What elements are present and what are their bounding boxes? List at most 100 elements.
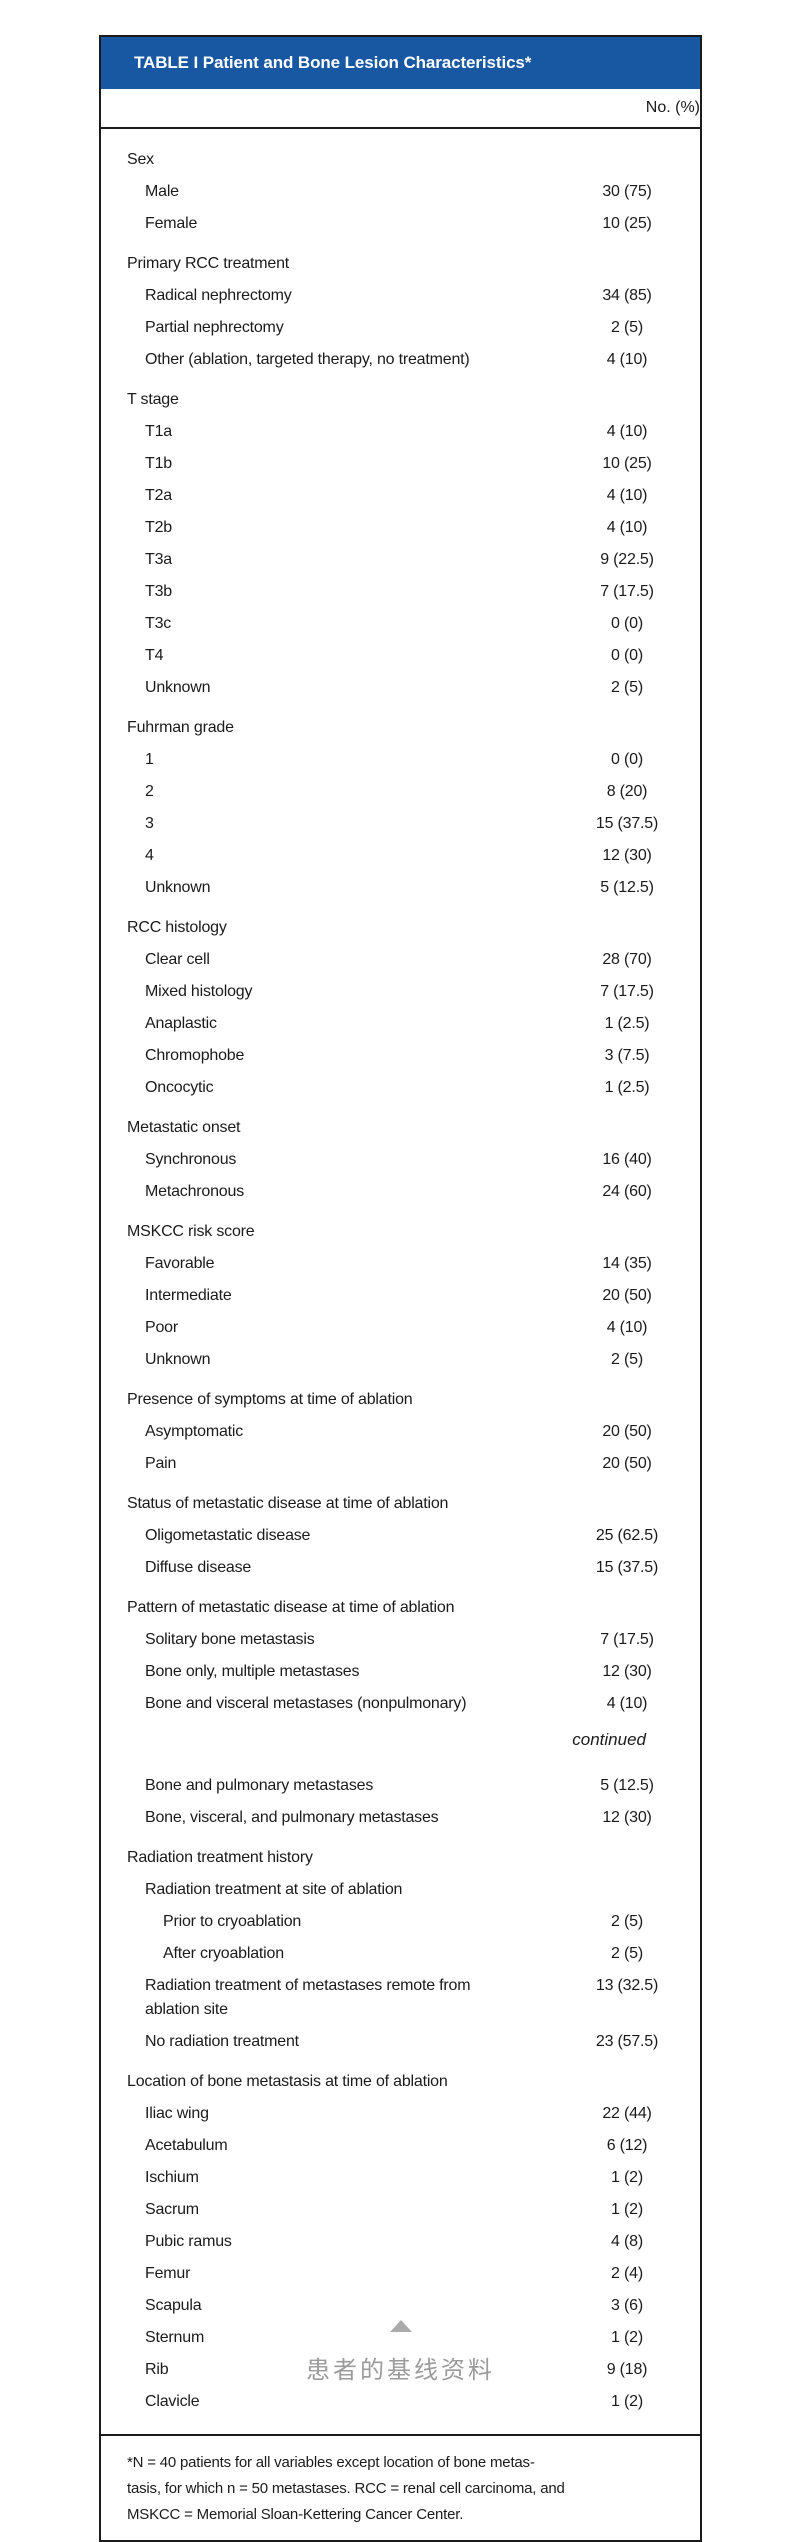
table-row: Anaplastic 1 (2.5) [101,1008,700,1040]
table-row: T3a 9 (22.5) [101,544,700,576]
row-label: Favorable [145,1255,215,1272]
table-row: T1a 4 (10) [101,416,700,448]
row-value: 25 (62.5) [595,1527,659,1544]
row-value: 4 (8) [611,2233,643,2250]
table-row: T2a 4 (10) [101,480,700,512]
row-label: Unknown [145,679,211,696]
row-value: 1 (2.5) [604,1015,650,1032]
row-value [554,384,700,392]
table-row: After cryoablation 2 (5) [101,1938,700,1970]
table-row: Intermediate 20 (50) [101,1280,700,1312]
table-row: Location of bone metastasis at time of a… [101,2066,700,2098]
continued-label: continued [572,1730,646,1749]
row-value: 2 (5) [611,1351,643,1368]
row-label: Mixed histology [145,983,253,1000]
row-value: 15 (37.5) [595,815,659,832]
row-label: Other (ablation, targeted therapy, no tr… [145,351,470,368]
row-label: Status of metastatic disease at time of … [127,1495,449,1512]
caption-block: 患者的基线资料 [99,2320,702,2385]
row-value: 3 (7.5) [604,1047,650,1064]
column-header-row: No. (%) [101,89,700,129]
row-label: Sternum [145,2329,205,2346]
row-value: 4 (10) [606,351,648,368]
row-label: Asymptomatic [145,1423,244,1440]
table-row: Fuhrman grade [101,712,700,744]
row-value: 4 (10) [606,423,648,440]
row-label: Iliac wing [145,2105,209,2122]
row-value: 1 (2) [611,2201,643,2218]
row-label: After cryoablation [163,1945,284,1962]
row-label: Bone, visceral, and pulmonary metastases [145,1809,439,1826]
row-value: 5 (12.5) [600,879,654,896]
row-label: Radiation treatment history [127,1849,313,1866]
row-label: Scapula [145,2297,202,2314]
row-value: 20 (50) [602,1287,652,1304]
row-value: 7 (17.5) [600,1631,654,1648]
row-value: 5 (12.5) [600,1777,654,1794]
row-value: 14 (35) [602,1255,652,1272]
table-row: Metachronous 24 (60) [101,1176,700,1208]
table-row: Unknown 5 (12.5) [101,872,700,904]
table-row: Bone and visceral metastases (nonpulmona… [101,1688,700,1720]
table-row: Clavicle 1 (2) [101,2386,700,2418]
row-label: Intermediate [145,1287,232,1304]
row-value: 0 (0) [611,751,643,768]
row-value: 1 (2) [611,2169,643,2186]
table-row: Diffuse disease 15 (37.5) [101,1552,700,1584]
row-value: 28 (70) [602,951,652,968]
row-value: 9 (18) [606,2361,648,2378]
row-value: 23 (57.5) [595,2033,659,2050]
row-label: Partial nephrectomy [145,319,284,336]
row-label: T2b [145,519,172,536]
row-label: Primary RCC treatment [127,255,290,272]
row-label: T1b [145,455,172,472]
row-label: Ischium [145,2169,199,2186]
row-value: 0 (0) [611,615,643,632]
row-label: Chromophobe [145,1047,245,1064]
row-value: 4 (10) [606,1695,648,1712]
row-value: 30 (75) [602,183,652,200]
row-label: Fuhrman grade [127,719,234,736]
row-value: 24 (60) [602,1183,652,1200]
row-label: Radiation treatment at site of ablation [145,1881,403,1898]
row-label: Acetabulum [145,2137,228,2154]
row-value: 0 (0) [611,647,643,664]
table-row: Mixed histology 7 (17.5) [101,976,700,1008]
row-label: Sacrum [145,2201,199,2218]
table-row: Bone and pulmonary metastases 5 (12.5) [101,1770,700,1802]
table-footnote: *N = 40 patients for all variables excep… [101,2434,700,2540]
row-value: 13 (32.5) [595,1977,659,1994]
row-label: Radiation treatment of metastases remote… [145,1977,471,2018]
table-row: Primary RCC treatment [101,248,700,280]
row-label: 2 [145,783,154,800]
row-label: Prior to cryoablation [163,1913,302,1930]
table-row: Prior to cryoablation 2 (5) [101,1906,700,1938]
row-label: Pain [145,1455,177,1472]
row-value: 9 (22.5) [600,551,654,568]
row-label: Femur [145,2265,191,2282]
row-value: 4 (10) [606,487,648,504]
figure-caption: 患者的基线资料 [306,2357,495,2384]
row-label: Clavicle [145,2393,200,2410]
table-row: Iliac wing 22 (44) [101,2098,700,2130]
row-value [554,1216,700,1224]
row-label: T stage [127,391,179,408]
table-row: RCC histology [101,912,700,944]
table-row: Bone, visceral, and pulmonary metastases… [101,1802,700,1834]
table-row: Ischium 1 (2) [101,2162,700,2194]
row-value: 1 (2.5) [604,1079,650,1096]
table-row: Femur 2 (4) [101,2258,700,2290]
row-value: 2 (4) [611,2265,643,2282]
collapse-up-triangle-icon[interactable] [389,2320,412,2332]
row-value: 12 (30) [602,847,652,864]
row-value [554,1842,700,1850]
row-value [554,1592,700,1600]
row-value [554,912,700,920]
row-label: Poor [145,1319,178,1336]
table-title-bar: TABLE I Patient and Bone Lesion Characte… [101,37,700,89]
table-row: T4 0 (0) [101,640,700,672]
table-row: Rib 9 (18) [101,2354,700,2386]
table-row: Sex [101,144,700,176]
row-label: Radical nephrectomy [145,287,292,304]
table-title: TABLE I Patient and Bone Lesion Characte… [134,53,532,72]
